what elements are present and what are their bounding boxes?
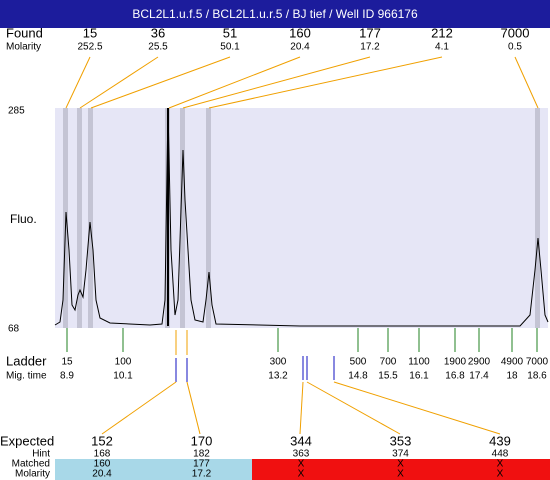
hint: 168 <box>94 449 111 460</box>
molarity: X <box>497 469 504 480</box>
found-size: 36 <box>151 25 165 40</box>
found-size: 212 <box>431 25 453 40</box>
found-molarity: 50.1 <box>220 42 240 53</box>
matched: 160 <box>94 459 111 470</box>
matched: X <box>397 459 404 470</box>
ladder-time: 10.1 <box>113 371 133 382</box>
expected-label: Expected <box>0 433 54 448</box>
plot-area <box>55 108 548 328</box>
found-molarity: 252.5 <box>77 42 102 53</box>
hint: 182 <box>193 449 210 460</box>
found-label: Found <box>6 25 43 40</box>
y-label: Fluo. <box>10 212 37 226</box>
molarity: X <box>298 469 305 480</box>
ladder-time: 15.5 <box>378 371 398 382</box>
ladder-time: 16.1 <box>409 371 429 382</box>
matched-missing <box>252 459 550 480</box>
found-molarity: 17.2 <box>360 42 380 53</box>
found-size: 160 <box>289 25 311 40</box>
ladder-time: 13.2 <box>268 371 288 382</box>
ladder-size: 100 <box>115 357 132 368</box>
ladder-size: 300 <box>270 357 287 368</box>
expected-size: 353 <box>390 433 412 448</box>
expected-size: 170 <box>191 433 213 448</box>
molarity: 17.2 <box>192 469 212 480</box>
ladder-size: 700 <box>380 357 397 368</box>
ladder-time: 8.9 <box>60 371 74 382</box>
ladder-size: 500 <box>350 357 367 368</box>
expected-size: 152 <box>91 433 113 448</box>
title-bar <box>0 0 550 28</box>
title: BCL2L1.u.f.5 / BCL2L1.u.r.5 / BJ tief / … <box>132 7 418 21</box>
ladder-time: 14.8 <box>348 371 368 382</box>
expected-size: 344 <box>290 433 312 448</box>
matched-label: Matched <box>12 459 50 470</box>
found-size: 7000 <box>501 25 530 40</box>
y-min: 68 <box>8 324 20 335</box>
found-molarity: 25.5 <box>148 42 168 53</box>
molarity: X <box>397 469 404 480</box>
ladder-size: 1100 <box>408 357 430 368</box>
unmatched-marks <box>175 356 335 382</box>
ladder-label: Ladder <box>6 353 47 368</box>
found-molarity: 0.5 <box>508 42 522 53</box>
trace <box>54 107 549 327</box>
matched: X <box>298 459 305 470</box>
matched-ok <box>55 459 252 480</box>
time-label: Mig. time <box>6 371 47 382</box>
ladder-size: 7000 <box>526 357 549 368</box>
ladder-size: 15 <box>61 357 73 368</box>
y-max: 285 <box>8 106 25 117</box>
ladder-size: 1900 <box>444 357 467 368</box>
found-molarity: 4.1 <box>435 42 449 53</box>
found-leaders <box>65 56 539 109</box>
matched: 177 <box>193 459 210 470</box>
found-molarity: 20.4 <box>290 42 310 53</box>
hint-label: Hint <box>32 449 50 460</box>
molarity-label: Molarity <box>6 42 41 53</box>
ladder-time: 18.6 <box>527 371 547 382</box>
expected-leaders <box>101 330 501 435</box>
ladder-time: 18 <box>506 371 518 382</box>
molarity-row-label: Molarity <box>15 469 50 480</box>
matched: X <box>497 459 504 470</box>
hint: 448 <box>492 449 509 460</box>
hint: 363 <box>293 449 310 460</box>
ladder-size: 4900 <box>501 357 524 368</box>
ladder-time: 17.4 <box>469 371 489 382</box>
molarity: 20.4 <box>92 469 112 480</box>
found-size: 177 <box>359 25 381 40</box>
found-size: 15 <box>83 25 97 40</box>
hint: 374 <box>392 449 409 460</box>
expected-size: 439 <box>489 433 511 448</box>
ladder-time: 16.8 <box>445 371 465 382</box>
ladder-size: 2900 <box>468 357 491 368</box>
found-size: 51 <box>223 25 237 40</box>
